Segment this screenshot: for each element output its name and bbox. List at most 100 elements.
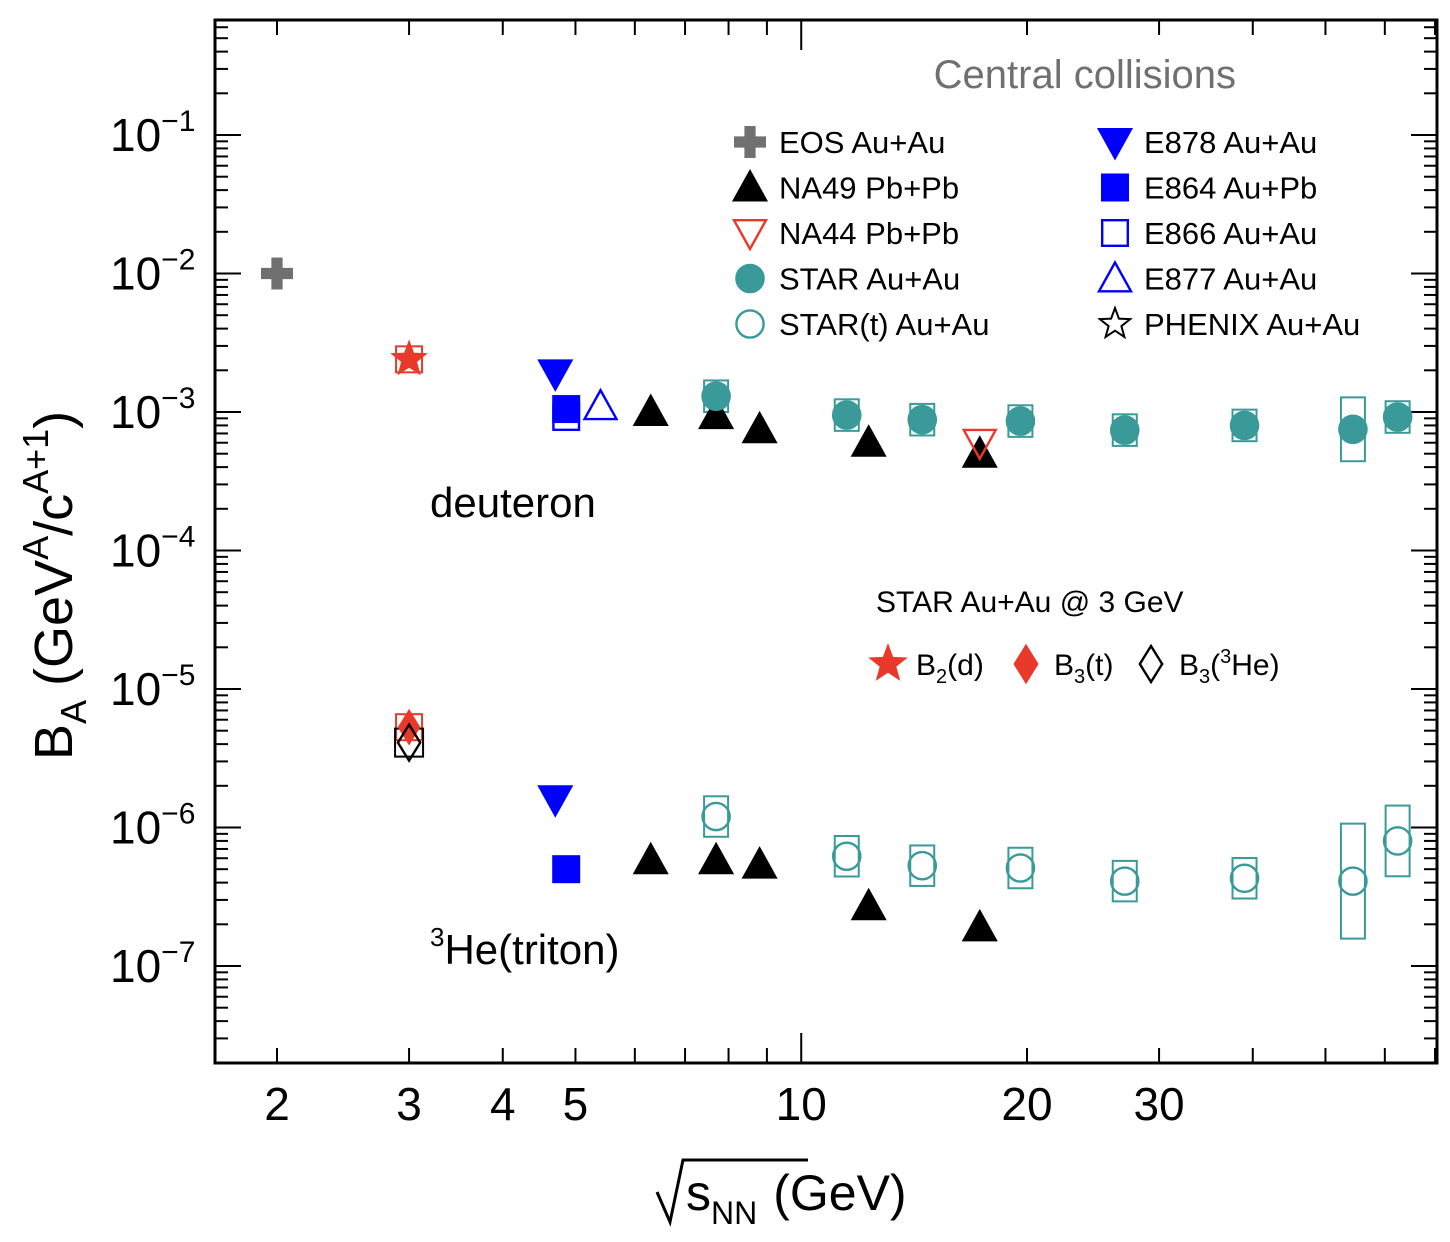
legend-label: STAR Au+Au [779,262,960,297]
triangle-marker [850,887,887,921]
legend-label: PHENIX Au+Au [1144,307,1360,342]
circle-marker [1229,410,1260,441]
legend-entry: E878 Au+Au [1096,125,1317,161]
x-axis-label-unit: (GeV) [773,1165,906,1221]
data-point [698,841,735,875]
systematic-box [1111,859,1138,903]
cross-marker [734,126,767,158]
axis-ticks [215,20,1437,1064]
x-tick-label: 10 [776,1078,827,1130]
star3-legend-sub: 3 [1199,666,1210,688]
cross-marker [261,257,293,290]
data-point-b3t [397,708,421,746]
data-point [907,850,938,881]
legend-entry: STAR(t) Au+Au [735,307,989,342]
systematic-box [833,835,860,878]
y-axis-label-open: (GeV [24,560,84,686]
y-tick-label-exp: −6 [161,798,195,831]
circle-marker [907,850,938,881]
y-tick-label-base: 10 [110,940,161,992]
systematic-box [1339,822,1366,940]
data-point [1229,410,1260,441]
triangle-marker [961,428,998,462]
data-point [961,908,998,942]
data-point [1229,863,1260,894]
y-axis-label-close: ) [24,411,84,429]
data-point [1005,406,1036,436]
legend-label: NA49 Pb+Pb [779,171,959,206]
data-point [701,801,731,832]
y-axis-label-sup1: A [15,536,56,560]
legend-marker [735,263,765,294]
y-tick-label-exp: −4 [161,521,195,554]
triangle-marker [632,841,669,875]
triangle-marker [961,908,998,942]
legend-marker [1097,305,1133,340]
data-point [537,785,574,818]
data-point [261,257,293,290]
legend-marker [1096,127,1134,161]
x-tick-label: 30 [1133,1078,1184,1130]
y-tick-label-base: 10 [110,525,161,577]
star3-legend-marker [1013,643,1039,685]
y-axis-label-base: B [24,724,84,760]
x-tick-label: 4 [490,1078,516,1130]
data-point [1338,414,1368,445]
star3-legend-rest: (d) [947,649,984,682]
star3-legend-label: B3(t) [1054,649,1113,688]
legend-marker [1100,173,1129,202]
legend-marker [731,169,769,202]
star3-legend-sub: 3 [1074,666,1085,688]
star3-legend-base: B [1179,649,1199,682]
y-tick-label-exp: −2 [161,244,195,277]
data-point [698,396,735,430]
legend-label: E878 Au+Au [1144,125,1317,160]
systematic-box [1007,846,1034,890]
legend-label: STAR(t) Au+Au [779,307,989,342]
y-tick-label-exp: −5 [161,659,195,692]
data-point [1382,826,1413,856]
circle-marker [1005,406,1036,436]
star3-legend-sub: 2 [936,666,947,688]
triangle-marker [731,219,769,252]
triangle-marker [850,424,887,457]
data-point [632,393,669,426]
triangle-marker [1096,260,1134,293]
triangle-marker [698,841,735,875]
star3-legend-marker [868,643,908,681]
legend-entry: E866 Au+Au [1100,216,1317,251]
square-marker [1100,173,1129,202]
square-marker [1100,218,1129,247]
circle-marker [1109,415,1140,445]
triangle-marker [698,396,735,430]
systematic-box [1384,804,1411,878]
star3-legend-label: B3(3He) [1179,646,1280,688]
circle-marker [701,381,731,412]
circle-marker [701,801,731,832]
y-tick-label-base: 10 [110,109,161,161]
legend-label: E877 Au+Au [1144,262,1317,297]
systematic-box [1231,857,1258,900]
triangle-marker [1096,127,1134,161]
systematic-box [909,844,936,887]
sqrt-symbol [655,1158,808,1227]
square-marker [552,855,581,884]
data-point [907,404,938,435]
circle-marker [735,309,765,339]
y-axis-label-sub: A [53,700,94,724]
data-point [961,428,998,462]
star3-legend-rest: (t) [1085,649,1113,682]
y-tick-label-exp: −3 [161,382,195,415]
circle-marker [1382,826,1413,856]
y-tick-label: 10−1 [110,105,195,161]
circle-marker [907,404,938,435]
y-tick-label-base: 10 [110,386,161,438]
y-axis-label: BA(GeVA/cA+1) [15,411,94,760]
y-tick-label: 10−4 [110,521,195,577]
y-tick-label: 10−2 [110,244,195,300]
he3-label: 3He(triton) [430,922,620,973]
legend-marker [735,309,765,339]
triangle-marker [961,435,998,468]
x-tick-label: 20 [1001,1078,1052,1130]
star3-legend-base: B [916,649,936,682]
